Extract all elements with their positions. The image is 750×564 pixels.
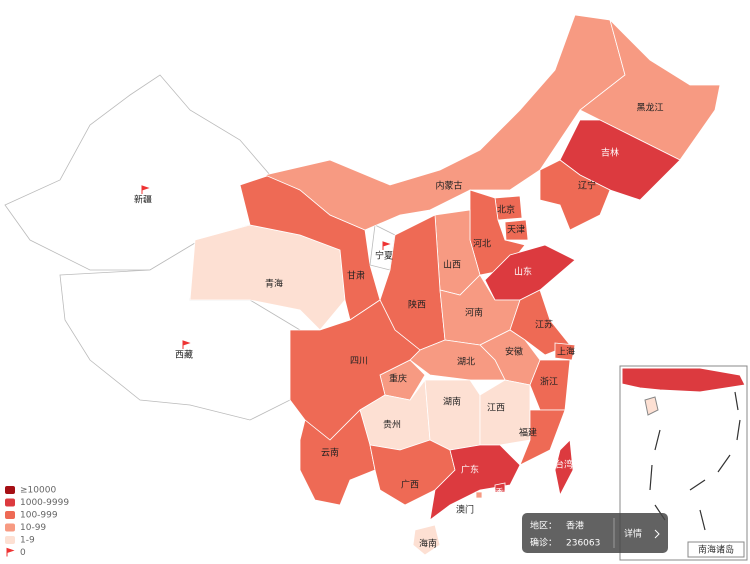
province-label: 辽宁 [578,180,596,192]
province-area [412,524,441,556]
province-label: 广东 [461,464,479,476]
legend-swatch [5,486,15,494]
province-label: 台湾 [555,459,573,471]
province-label: 四川 [350,357,368,367]
province-label: 贵州 [383,419,401,431]
province-label: 香港 [495,487,513,499]
inset-dashes [649,391,741,531]
province-label: 新疆 [134,194,152,206]
tooltip-region-label: 地区： [530,520,557,532]
province-label: 陕西 [408,299,426,311]
province-area [299,409,376,506]
province-label: 北京 [497,204,515,216]
tooltip-cases: 236063 [566,539,600,549]
tooltip-region: 香港 [566,520,584,532]
tooltip-button[interactable]: 详情 [624,528,642,540]
province-label: 广西 [401,479,419,491]
legend-flag [6,547,15,557]
province-label: 山西 [443,260,461,271]
zero-flag [182,340,191,349]
province-area [554,342,576,361]
legend-swatch [5,536,15,544]
province-label: 云南 [321,447,339,459]
legend-label: 100-999 [20,511,58,521]
legend-swatch [5,523,15,532]
legend-label: ≥10000 [20,486,56,496]
province-label: 江西 [487,403,505,414]
legend-label: 1-9 [20,536,35,546]
province-label: 河南 [465,307,483,319]
province-area [424,379,481,451]
province-area [4,74,271,271]
province-label: 青海 [265,278,283,290]
legend-swatch [5,498,15,507]
legend-swatch [5,511,15,519]
province-label: 安徽 [505,346,523,358]
province-area [519,409,566,466]
province-area [475,491,483,499]
province-label: 山东 [514,266,532,278]
province-area [554,439,574,497]
legend-label: 1000-9999 [20,498,69,508]
province-areas [4,14,721,556]
inset-land [621,367,746,393]
legend-label: 0 [20,548,26,558]
province-label: 湖北 [457,357,475,368]
zero-flag [382,241,391,250]
province-label: 浙江 [540,376,558,388]
zero-flag [141,185,150,194]
province-area [494,482,506,493]
province-label: 澳门 [456,504,474,516]
province-label: 河北 [473,238,491,250]
province-label: 重庆 [389,373,407,385]
province-label: 黑龙江 [636,102,663,114]
inset-island [644,396,659,416]
legend-label: 10-99 [20,523,46,533]
province-label: 甘肃 [347,270,365,282]
province-label: 内蒙古 [435,180,462,192]
province-label: 湖南 [443,396,461,408]
tooltip-box [522,513,668,553]
inset-label: 南海诸岛 [698,544,734,556]
province-label: 吉林 [601,147,619,159]
province-label: 上海 [557,346,575,358]
province-area [504,219,529,241]
province-area [539,159,611,231]
tooltip-chevron[interactable] [654,529,660,539]
province-label: 海南 [419,538,437,550]
tooltip: 地区： 香港 确诊： 236063 详情 [522,513,668,553]
province-label: 江苏 [535,319,553,331]
province-area [429,444,521,521]
province-label: 宁夏 [375,250,393,262]
inset-label-box [687,541,745,558]
province-area [529,359,571,411]
province-label: 天津 [507,225,525,236]
legend: ≥10000 1000-9999 100-999 10-99 1-9 0 [5,486,69,558]
province-label: 福建 [519,427,537,439]
tooltip-cases-label: 确诊： [530,537,557,549]
province-label: 西藏 [175,349,193,361]
